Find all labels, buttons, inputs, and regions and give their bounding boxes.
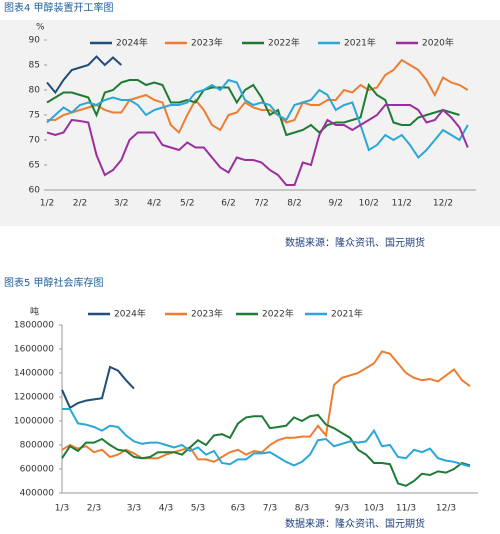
x-tick-label: 2/2 <box>73 199 87 209</box>
x-tick-label: 9/2 <box>329 199 343 209</box>
legend-label: 2021年 <box>331 308 363 320</box>
x-tick-label: 6/3 <box>231 504 245 514</box>
plot-background <box>0 20 500 226</box>
x-tick-label: 5/3 <box>191 504 205 514</box>
series-line <box>46 79 460 137</box>
y-tick-label: 600000 <box>20 465 55 475</box>
x-tick-label: 7/2 <box>254 199 268 209</box>
y-tick-label: 75 <box>29 111 40 121</box>
y-tick-label: 60 <box>29 186 41 196</box>
series-line <box>61 413 471 487</box>
x-tick-label: 8/2 <box>287 199 301 209</box>
y-tick-label: 1400000 <box>14 369 54 379</box>
x-tick-label: 3/2 <box>114 199 128 209</box>
x-tick-label: 1/3 <box>55 504 69 514</box>
x-tick-label: 4/3 <box>159 504 173 514</box>
legend-label: 2023年 <box>191 37 223 49</box>
x-tick-label: 10/2 <box>359 199 379 209</box>
y-tick-label: 85 <box>29 61 40 71</box>
y-tick-label: 80 <box>29 86 41 96</box>
series-line <box>61 365 135 410</box>
legend-label: 2024年 <box>116 37 148 49</box>
x-tick-label: 5/2 <box>180 199 194 209</box>
x-tick-label: 11/2 <box>392 199 412 209</box>
series-line <box>61 350 471 463</box>
legend-label: 2023年 <box>191 308 223 320</box>
legend-label: 2021年 <box>344 37 376 49</box>
legend-label: 2020年 <box>422 37 454 49</box>
x-tick-label: 4/2 <box>147 199 161 209</box>
y-tick-label: 1000000 <box>14 417 54 427</box>
x-tick-label: 12/3 <box>436 504 456 514</box>
x-tick-label: 7/3 <box>263 504 277 514</box>
y-tick-label: 800000 <box>20 441 55 451</box>
series-line <box>47 58 469 135</box>
series-line <box>62 408 471 468</box>
x-tick-label: 3/3 <box>127 504 141 514</box>
source: 数据来源：隆众资讯、国元期货 <box>285 236 425 249</box>
series-line <box>46 104 469 186</box>
x-tick-label: 10/3 <box>364 504 384 514</box>
series-line <box>46 55 122 95</box>
x-tick-label: 2/3 <box>87 504 101 514</box>
series-line <box>46 78 469 160</box>
legend-label: 2024年 <box>114 308 146 320</box>
legend-label: 2022年 <box>268 37 300 49</box>
y-unit: % <box>36 23 45 33</box>
y-tick-label: 1600000 <box>14 345 54 355</box>
y-tick-label: 90 <box>29 36 41 46</box>
source: 数据来源：隆众资讯、国元期货 <box>285 517 425 530</box>
y-tick-label: 65 <box>29 161 40 171</box>
y-tick-label: 70 <box>29 136 41 146</box>
x-tick-label: 9/3 <box>335 504 349 514</box>
y-tick-label: 1200000 <box>14 393 54 403</box>
legend-label: 2022年 <box>262 308 294 320</box>
y-tick-label: 400000 <box>20 489 55 499</box>
chart-title: 图表5 甲醇社会库存图 <box>4 276 104 289</box>
chart-title: 图表4 甲醇装置开工率图 <box>4 1 114 14</box>
x-tick-label: 6/2 <box>221 199 235 209</box>
x-tick-label: 12/2 <box>433 199 453 209</box>
x-tick-label: 1/2 <box>40 199 54 209</box>
plot-background <box>0 296 500 508</box>
y-tick-label: 1800000 <box>14 321 54 331</box>
x-tick-label: 8/3 <box>295 504 309 514</box>
x-tick-label: 11/3 <box>396 504 416 514</box>
y-unit: 吨 <box>30 306 39 318</box>
